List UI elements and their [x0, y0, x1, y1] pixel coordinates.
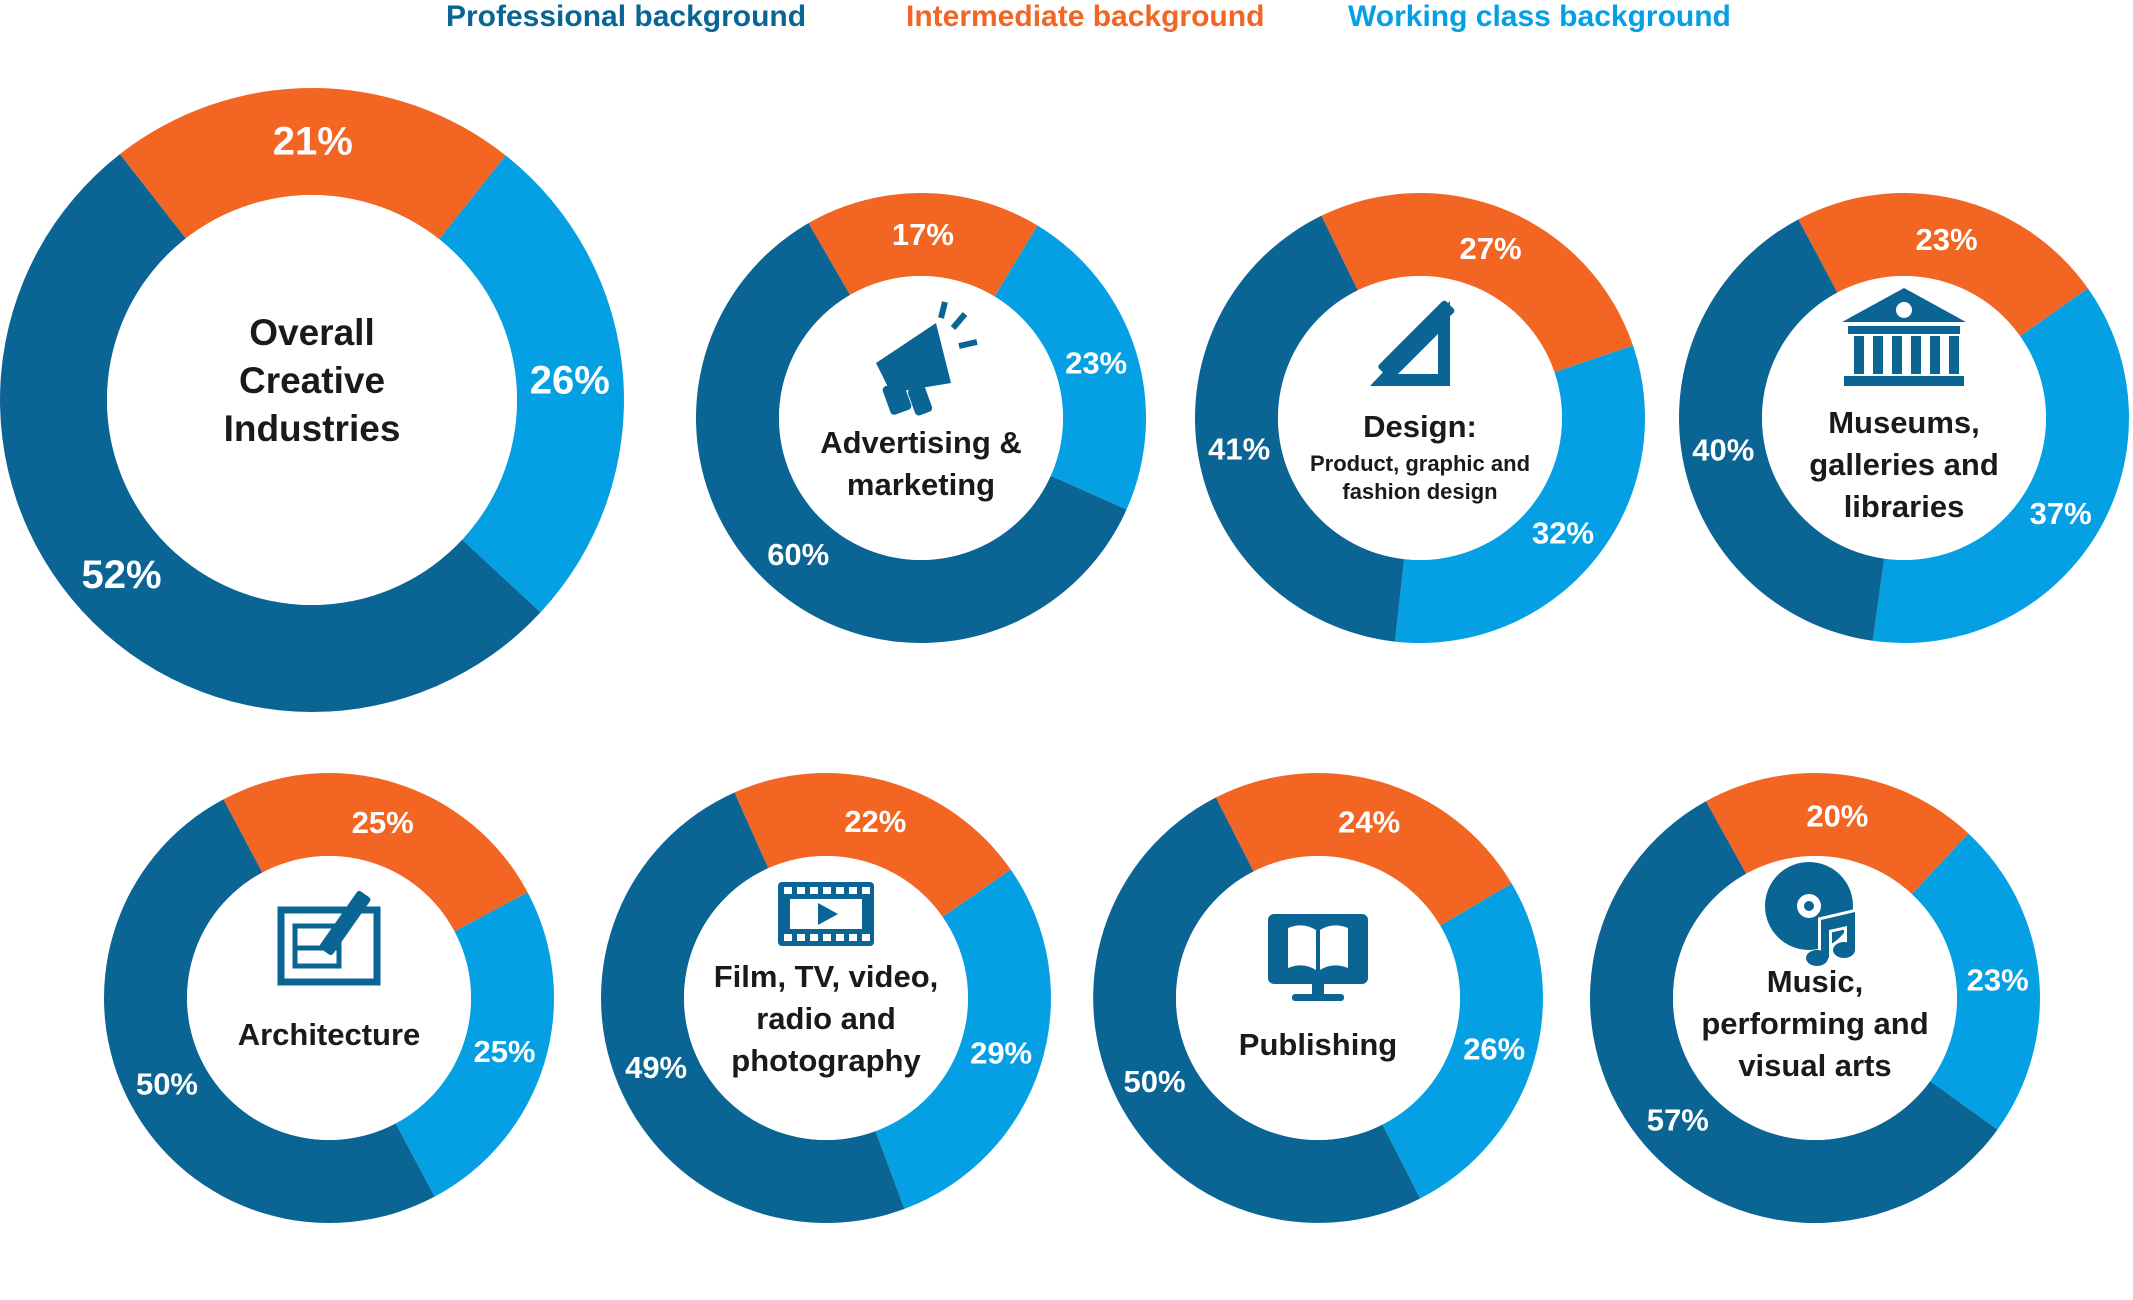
data-label-overall-intermediate: 21%	[273, 120, 353, 164]
data-label-music-intermediate: 20%	[1806, 798, 1868, 833]
slice-advertising-intermediate	[808, 193, 1038, 297]
slice-music-professional	[1589, 801, 1998, 1224]
data-label-advertising-intermediate: 17%	[892, 217, 954, 252]
megaphone-icon	[876, 301, 978, 416]
slice-overall-intermediate	[119, 88, 506, 240]
legend: Professional background Intermediate bac…	[0, 0, 2133, 60]
category-label-design: Design:	[1363, 409, 1477, 444]
data-label-architecture-intermediate: 25%	[352, 805, 414, 840]
data-label-design-working: 32%	[1532, 515, 1594, 550]
donut-hole	[779, 276, 1063, 560]
slice-film-professional	[600, 792, 905, 1224]
data-label-overall-professional: 52%	[82, 553, 162, 597]
slice-museums-intermediate	[1798, 192, 2088, 337]
donut-film: 22% 29% 49% Film, TV, video, radio and photog…	[600, 773, 1051, 1224]
category-label-advertising: Advertising &	[820, 425, 1022, 460]
data-label-film-professional: 49%	[625, 1050, 687, 1085]
slice-publishing-intermediate	[1215, 773, 1512, 926]
donut-hole	[1673, 856, 1957, 1140]
film-strip-icon	[778, 882, 874, 946]
data-label-architecture-working: 25%	[473, 1034, 535, 1069]
data-label-design-professional: 41%	[1208, 432, 1270, 467]
data-label-publishing-intermediate: 24%	[1338, 804, 1400, 839]
category-label-film: photography	[731, 1043, 921, 1078]
slice-advertising-professional	[695, 223, 1127, 643]
data-label-overall-working: 26%	[530, 358, 610, 402]
design-tools-icon	[1370, 300, 1455, 386]
data-label-museums-professional: 40%	[1692, 432, 1754, 467]
category-sublabel-design: fashion design	[1342, 479, 1497, 504]
donut-hole	[1762, 276, 2046, 560]
slice-architecture-working	[395, 892, 554, 1197]
slice-architecture-professional	[103, 799, 435, 1223]
category-sublabel-design: Product, graphic and	[1310, 451, 1530, 476]
museum-icon	[1842, 288, 1966, 386]
slice-publishing-professional	[1093, 797, 1421, 1223]
data-label-publishing-working: 26%	[1463, 1032, 1525, 1067]
data-label-music-working: 23%	[1967, 963, 2029, 998]
data-label-design-intermediate: 27%	[1459, 231, 1521, 266]
slice-overall-working	[439, 155, 624, 613]
donut-advertising: 17% 23% 60% Advertising & marketing	[695, 193, 1146, 643]
slice-film-working	[875, 869, 1051, 1209]
category-label-museums: Museums,	[1828, 405, 1980, 440]
category-label-music: visual arts	[1738, 1048, 1891, 1083]
category-label-museums: libraries	[1844, 489, 1965, 524]
category-label-overall: Overall	[249, 312, 374, 353]
donut-publishing: 24% 26% 50% Publishing	[1093, 773, 1544, 1223]
slice-architecture-intermediate	[223, 773, 528, 932]
donut-hole	[187, 856, 471, 1140]
data-label-film-intermediate: 22%	[844, 804, 906, 839]
data-label-museums-working: 37%	[2030, 496, 2092, 531]
data-label-advertising-professional: 60%	[767, 537, 829, 572]
slice-design-intermediate	[1321, 192, 1633, 373]
category-label-publishing: Publishing	[1239, 1027, 1397, 1062]
data-label-advertising-working: 23%	[1065, 346, 1127, 381]
category-label-museums: galleries and	[1809, 447, 1999, 482]
donut-hole	[1278, 276, 1562, 560]
data-label-architecture-professional: 50%	[136, 1067, 198, 1102]
category-label-architecture: Architecture	[238, 1017, 421, 1052]
data-label-music-professional: 57%	[1647, 1102, 1709, 1137]
donut-architecture: 25% 25% 50% Architecture	[103, 773, 554, 1223]
slice-advertising-working	[994, 225, 1146, 510]
category-label-film: Film, TV, video,	[714, 959, 939, 994]
slice-music-intermediate	[1705, 772, 1969, 895]
blueprint-icon	[277, 890, 381, 986]
donut-overall: 21% 26% 52% Overall Creative Industries	[0, 88, 624, 712]
slice-museums-working	[1872, 288, 2129, 643]
slice-music-working	[1911, 833, 2041, 1130]
slice-museums-professional	[1678, 219, 1885, 641]
category-label-music: Music,	[1767, 964, 1863, 999]
category-label-overall: Creative	[239, 360, 385, 401]
category-label-overall: Industries	[224, 408, 401, 449]
donut-hole	[107, 195, 517, 605]
category-label-music: performing and	[1701, 1006, 1928, 1041]
data-label-film-working: 29%	[970, 1035, 1032, 1070]
music-disc-icon	[1765, 862, 1858, 966]
slice-publishing-working	[1382, 883, 1544, 1199]
slice-design-professional	[1194, 215, 1405, 642]
slice-design-working	[1394, 345, 1646, 643]
category-label-film: radio and	[756, 1001, 896, 1036]
legend-intermediate: Intermediate background	[906, 0, 1265, 33]
data-label-publishing-professional: 50%	[1123, 1064, 1185, 1099]
category-label-advertising: marketing	[847, 467, 995, 502]
donut-museums: 23% 37% 40% Museums, galleries and libraries	[1678, 192, 2129, 643]
data-label-museums-intermediate: 23%	[1916, 222, 1978, 257]
legend-working-class: Working class background	[1348, 0, 1731, 33]
legend-professional: Professional background	[446, 0, 807, 33]
slice-film-intermediate	[734, 773, 1011, 917]
donut-music: 20% 23% 57% Music, performing and visual arts	[1589, 772, 2041, 1224]
donut-hole	[684, 856, 968, 1140]
slice-overall-professional	[0, 154, 541, 712]
book-monitor-icon	[1268, 914, 1368, 1001]
donut-design: 27% 32% 41% Design: Product, graphic and fash…	[1194, 192, 1646, 643]
